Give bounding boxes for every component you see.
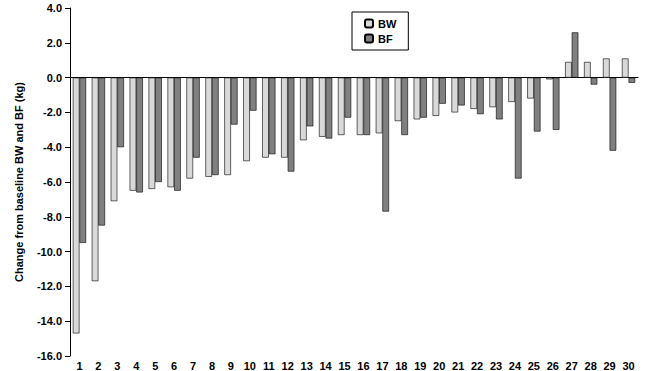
svg-text:9: 9 <box>228 360 234 371</box>
svg-text:13: 13 <box>301 360 313 371</box>
svg-text:-12.0: -12.0 <box>37 280 62 292</box>
svg-text:25: 25 <box>528 360 540 371</box>
svg-text:17: 17 <box>376 360 388 371</box>
svg-text:BW: BW <box>378 18 397 30</box>
svg-text:15: 15 <box>338 360 350 371</box>
svg-text:Change from baseline BW and BF: Change from baseline BW and BF (kg) <box>13 82 25 282</box>
svg-text:1: 1 <box>76 360 82 371</box>
svg-text:11: 11 <box>263 360 275 371</box>
svg-text:14: 14 <box>319 360 332 371</box>
svg-text:2: 2 <box>95 360 101 371</box>
svg-text:19: 19 <box>414 360 426 371</box>
svg-text:2.0: 2.0 <box>47 37 62 49</box>
svg-text:30: 30 <box>622 360 634 371</box>
svg-text:26: 26 <box>547 360 559 371</box>
svg-text:-10.0: -10.0 <box>37 246 62 258</box>
svg-text:18: 18 <box>395 360 407 371</box>
svg-text:7: 7 <box>190 360 196 371</box>
svg-text:29: 29 <box>603 360 615 371</box>
svg-text:4: 4 <box>133 360 140 371</box>
svg-text:16: 16 <box>357 360 369 371</box>
svg-text:5: 5 <box>152 360 158 371</box>
svg-text:12: 12 <box>282 360 294 371</box>
svg-text:6: 6 <box>171 360 177 371</box>
svg-text:-4.0: -4.0 <box>43 141 62 153</box>
svg-text:28: 28 <box>585 360 597 371</box>
svg-text:24: 24 <box>509 360 522 371</box>
svg-text:-6.0: -6.0 <box>43 176 62 188</box>
svg-text:27: 27 <box>566 360 578 371</box>
svg-text:3: 3 <box>114 360 120 371</box>
svg-text:0.0: 0.0 <box>47 72 62 84</box>
svg-text:23: 23 <box>490 360 502 371</box>
svg-text:4.0: 4.0 <box>47 2 62 14</box>
svg-text:-8.0: -8.0 <box>43 211 62 223</box>
svg-text:22: 22 <box>471 360 483 371</box>
svg-text:21: 21 <box>452 360 464 371</box>
svg-text:10: 10 <box>244 360 256 371</box>
svg-text:BF: BF <box>378 33 393 45</box>
svg-text:8: 8 <box>209 360 215 371</box>
svg-text:-2.0: -2.0 <box>43 106 62 118</box>
svg-text:-14.0: -14.0 <box>37 315 62 327</box>
svg-text:20: 20 <box>433 360 445 371</box>
svg-text:-16.0: -16.0 <box>37 350 62 362</box>
